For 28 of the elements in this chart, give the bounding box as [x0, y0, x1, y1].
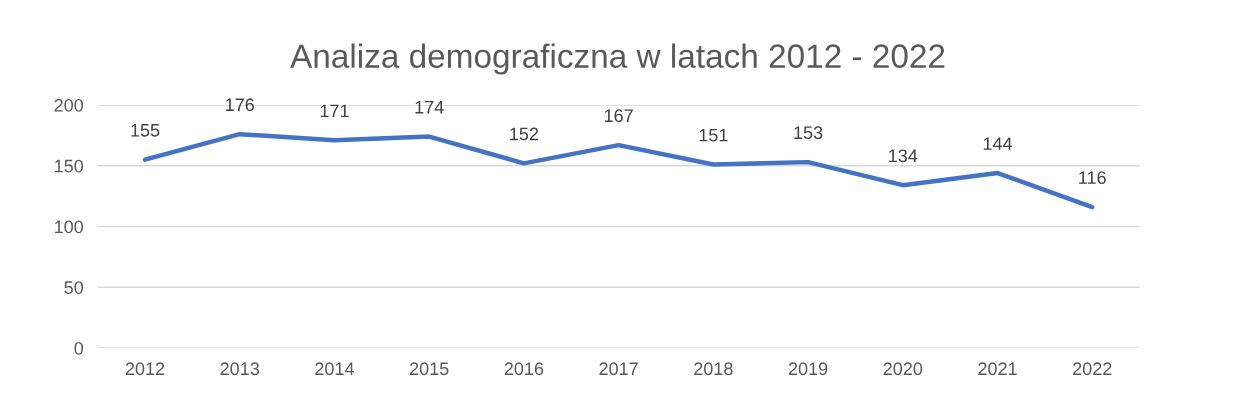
data-label: 134: [889, 149, 918, 163]
x-tick-label: 2020: [883, 362, 923, 376]
data-label: 144: [983, 137, 1013, 150]
x-tick-label: 2018: [694, 362, 733, 376]
x-tick-label: 2021: [978, 362, 1017, 376]
data-label: 167: [604, 109, 633, 123]
data-label: 174: [415, 100, 444, 114]
data-label: 176: [226, 98, 254, 112]
x-tick-label: 2015: [410, 362, 449, 376]
x-tick-label: 2012: [125, 362, 165, 376]
y-tick-label: 100: [55, 220, 84, 234]
data-label: 153: [794, 126, 823, 140]
data-label: 171: [320, 104, 349, 118]
x-tick-label: 2019: [788, 362, 828, 376]
data-label: 151: [699, 128, 728, 142]
x-tick-label: 2014: [315, 362, 355, 376]
chart-title: Analiza demograficzna w latach 2012 - 2022: [290, 43, 945, 75]
x-tick-label: 2022: [1073, 362, 1112, 376]
x-tick-label: 2016: [504, 362, 544, 376]
y-tick-label: 150: [55, 159, 84, 173]
y-tick-label: 200: [54, 98, 84, 112]
data-label: 152: [510, 127, 539, 141]
y-tick-label: 0: [74, 341, 84, 355]
x-tick-label: 2017: [599, 362, 638, 376]
x-tick-label: 2013: [220, 362, 260, 376]
data-label: 155: [131, 124, 160, 137]
data-label: 116: [1079, 171, 1106, 185]
y-tick-label: 50: [64, 281, 84, 294]
